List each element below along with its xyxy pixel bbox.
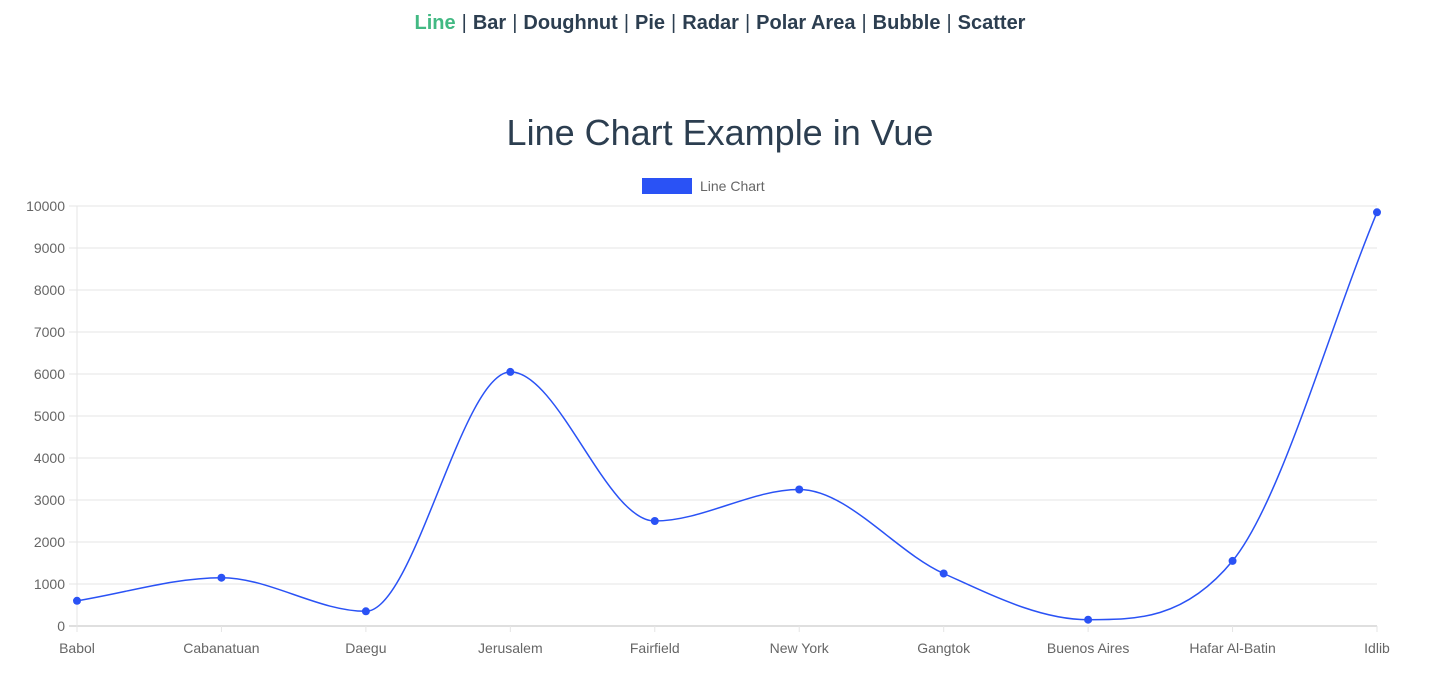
y-tick-label: 4000 — [34, 450, 65, 466]
nav-link-line[interactable]: Line — [414, 12, 456, 34]
y-tick-label: 0 — [57, 618, 65, 634]
nav-link-bar[interactable]: Bar — [472, 12, 507, 34]
nav-link-radar[interactable]: Radar — [682, 12, 739, 34]
y-tick-label: 1000 — [34, 576, 65, 592]
y-axis-ticks: 0 1000 2000 3000 4000 5000 6000 7000 8000 9000 100… — [26, 198, 65, 634]
nav-separator: | — [946, 12, 952, 34]
nav-separator: | — [861, 12, 867, 34]
x-tick-label: Daegu — [345, 640, 386, 656]
nav-link-bubble[interactable]: Bubble — [872, 12, 941, 34]
x-tick-label: New York — [770, 640, 830, 656]
y-tick-label: 3000 — [34, 492, 65, 508]
nav-separator: | — [623, 12, 630, 34]
data-point[interactable] — [1084, 615, 1093, 624]
nav-link-scatter[interactable]: Scatter — [957, 12, 1026, 34]
x-tick-label: Buenos Aires — [1047, 640, 1130, 656]
chart-type-nav: Line | Bar | Doughnut | Pie | Radar | Polar Area | B… — [0, 12, 1440, 35]
data-point[interactable] — [506, 367, 515, 376]
nav-link-pie[interactable]: Pie — [635, 12, 666, 34]
y-tick-label: 2000 — [34, 534, 65, 550]
nav-link-doughnut[interactable]: Doughnut — [523, 12, 618, 34]
legend[interactable]: Line Chart — [642, 178, 765, 194]
data-point[interactable] — [1228, 556, 1237, 565]
x-tick-label: Idlib — [1364, 640, 1390, 656]
x-tick-label: Cabanatuan — [183, 640, 259, 656]
y-tick-label: 10000 — [26, 198, 65, 214]
nav-link-polar-area[interactable]: Polar Area — [756, 12, 856, 34]
series-line — [76, 212, 1378, 621]
series-line-chart — [73, 208, 1381, 624]
line-chart: 0 1000 2000 3000 4000 5000 6000 7000 8000 9000 100… — [26, 178, 1390, 656]
nav-separator: | — [512, 12, 518, 34]
x-axis-ticks: Babol Cabanatuan Daegu Jerusalem Fairfield Ne… — [59, 626, 1390, 656]
x-tick-label: Gangtok — [917, 640, 971, 656]
data-point[interactable] — [361, 607, 370, 616]
y-tick-label: 8000 — [34, 282, 65, 298]
nav-separator: | — [671, 12, 677, 34]
nav-separator: | — [461, 12, 467, 34]
data-point[interactable] — [795, 485, 804, 494]
x-tick-label: Jerusalem — [478, 640, 543, 656]
legend-label: Line Chart — [700, 178, 765, 194]
nav-separator: | — [744, 12, 751, 34]
y-tick-label: 9000 — [34, 240, 65, 256]
data-point[interactable] — [217, 573, 226, 582]
data-point[interactable] — [1373, 208, 1381, 217]
y-tick-label: 6000 — [34, 366, 65, 382]
grid-lines — [69, 205, 1377, 632]
y-tick-label: 7000 — [34, 324, 65, 340]
x-tick-label: Babol — [59, 640, 95, 656]
x-tick-label: Fairfield — [630, 640, 680, 656]
x-tick-label: Hafar Al-Batin — [1189, 640, 1275, 656]
y-tick-label: 5000 — [34, 408, 65, 424]
data-point[interactable] — [939, 569, 948, 578]
data-point[interactable] — [650, 517, 659, 525]
data-point[interactable] — [73, 596, 81, 605]
page-title: Line Chart Example in Vue — [506, 112, 934, 153]
legend-swatch — [642, 178, 692, 194]
